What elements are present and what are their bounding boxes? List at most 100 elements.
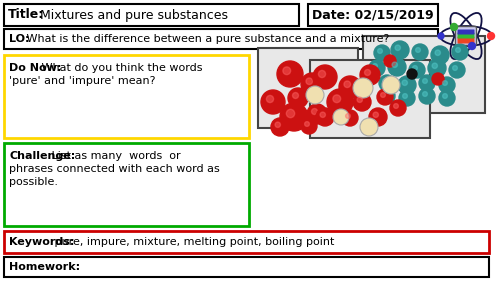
Circle shape [422, 92, 428, 96]
Circle shape [409, 62, 425, 78]
Circle shape [449, 62, 465, 78]
Circle shape [422, 79, 428, 83]
Circle shape [395, 45, 400, 51]
Circle shape [275, 122, 280, 128]
Circle shape [419, 88, 435, 104]
Circle shape [412, 44, 428, 60]
Text: Homework:: Homework: [9, 262, 80, 272]
FancyBboxPatch shape [456, 26, 476, 46]
FancyBboxPatch shape [4, 143, 249, 226]
Text: Title:: Title: [8, 8, 44, 22]
Circle shape [488, 33, 494, 40]
Circle shape [399, 90, 415, 106]
Circle shape [301, 118, 317, 134]
Circle shape [392, 62, 398, 67]
Circle shape [452, 65, 458, 71]
Circle shape [390, 100, 406, 116]
Circle shape [316, 108, 334, 126]
Circle shape [456, 47, 460, 52]
Circle shape [439, 77, 455, 93]
Circle shape [442, 81, 448, 85]
Text: What do you think the words: What do you think the words [38, 63, 202, 73]
Circle shape [369, 60, 385, 76]
Circle shape [318, 71, 326, 78]
Circle shape [266, 96, 274, 103]
Circle shape [353, 78, 373, 98]
Circle shape [442, 94, 448, 98]
Text: Date: 02/15/2019: Date: 02/15/2019 [312, 8, 434, 22]
FancyBboxPatch shape [458, 37, 474, 44]
Circle shape [333, 109, 349, 125]
Circle shape [438, 33, 444, 39]
Text: 'pure' and 'impure' mean?: 'pure' and 'impure' mean? [9, 76, 156, 86]
Circle shape [306, 86, 324, 104]
Circle shape [313, 65, 337, 89]
Circle shape [416, 47, 420, 52]
Text: List as many  words  or: List as many words or [48, 151, 180, 161]
Circle shape [428, 59, 446, 77]
Circle shape [380, 93, 386, 98]
Circle shape [288, 88, 308, 108]
Text: LO:: LO: [9, 34, 29, 44]
Circle shape [283, 67, 290, 75]
Circle shape [394, 104, 398, 108]
Circle shape [301, 73, 323, 95]
Circle shape [468, 42, 475, 49]
Circle shape [360, 65, 380, 85]
Circle shape [377, 89, 393, 105]
Circle shape [382, 76, 400, 94]
FancyBboxPatch shape [458, 30, 474, 35]
Circle shape [342, 110, 358, 126]
Circle shape [304, 122, 310, 126]
FancyBboxPatch shape [310, 60, 430, 138]
Circle shape [339, 76, 361, 98]
Circle shape [388, 58, 406, 76]
FancyBboxPatch shape [308, 4, 438, 26]
Text: phrases connected with each word as: phrases connected with each word as [9, 164, 220, 174]
Circle shape [292, 92, 298, 99]
Circle shape [382, 92, 388, 96]
Circle shape [379, 75, 395, 91]
Circle shape [378, 49, 382, 53]
Circle shape [333, 95, 340, 103]
Circle shape [357, 97, 362, 103]
FancyBboxPatch shape [4, 29, 438, 49]
Circle shape [306, 78, 312, 85]
Circle shape [435, 50, 440, 55]
Circle shape [353, 93, 371, 111]
Circle shape [346, 114, 350, 118]
Circle shape [391, 41, 409, 59]
Circle shape [307, 104, 327, 124]
Text: Keywords:: Keywords: [9, 237, 74, 247]
Text: Mixtures and pure substances: Mixtures and pure substances [36, 8, 228, 22]
Circle shape [402, 80, 407, 85]
Circle shape [286, 109, 294, 118]
FancyBboxPatch shape [258, 48, 358, 128]
Circle shape [382, 79, 388, 83]
Circle shape [344, 81, 350, 88]
Text: Challenge:: Challenge: [9, 151, 75, 161]
Circle shape [452, 44, 468, 60]
Text: possible.: possible. [9, 177, 58, 187]
Circle shape [312, 108, 318, 114]
Circle shape [369, 108, 387, 126]
Circle shape [327, 89, 353, 115]
Circle shape [261, 90, 285, 114]
Circle shape [280, 103, 308, 131]
Circle shape [360, 118, 378, 136]
Circle shape [364, 69, 370, 76]
Circle shape [402, 94, 407, 98]
Circle shape [432, 73, 444, 85]
Circle shape [419, 75, 435, 91]
Circle shape [432, 63, 438, 69]
Text: pure, impure, mixture, melting point, boiling point: pure, impure, mixture, melting point, bo… [51, 237, 335, 247]
Circle shape [379, 88, 395, 104]
FancyBboxPatch shape [4, 4, 299, 26]
Circle shape [384, 55, 396, 67]
Circle shape [372, 64, 378, 68]
Circle shape [439, 90, 455, 106]
Circle shape [398, 76, 416, 94]
Circle shape [271, 118, 289, 136]
FancyBboxPatch shape [458, 33, 474, 38]
Text: Do Now:: Do Now: [9, 63, 62, 73]
